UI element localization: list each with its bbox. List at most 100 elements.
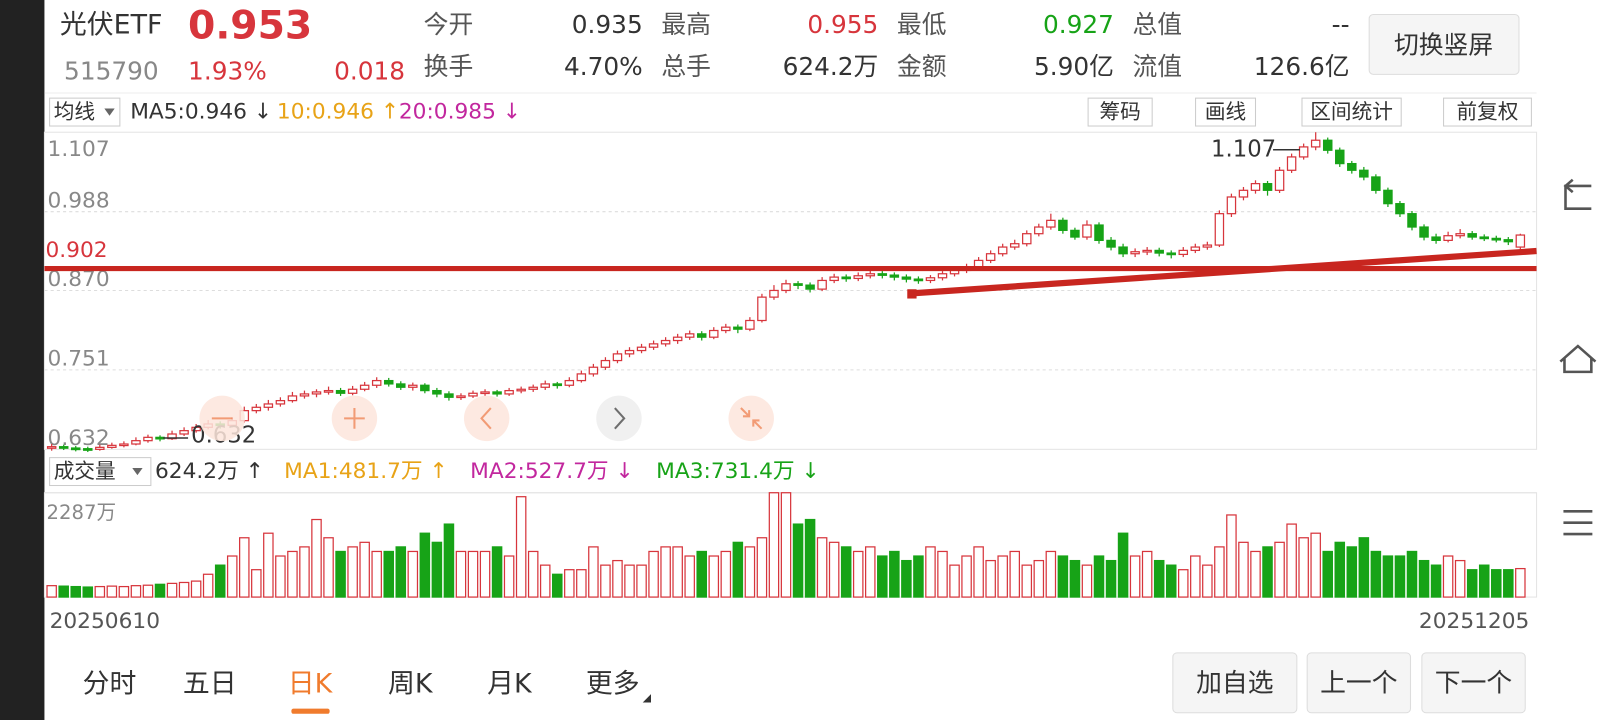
candle-body bbox=[793, 283, 803, 286]
volume-bar bbox=[46, 585, 57, 598]
candle-body bbox=[1310, 139, 1321, 148]
candle-body bbox=[1491, 237, 1502, 241]
volume-bar bbox=[925, 546, 936, 598]
tab[interactable]: 月K bbox=[487, 668, 533, 699]
volume-bar bbox=[1490, 569, 1502, 598]
candle-body bbox=[672, 336, 683, 342]
candle-body bbox=[1262, 183, 1273, 191]
stat-value: -- bbox=[1332, 10, 1350, 39]
action-button[interactable] bbox=[1172, 652, 1298, 714]
ma-select-label: 均线 bbox=[54, 100, 95, 124]
rotate-icon[interactable] bbox=[1563, 178, 1592, 210]
candle-body bbox=[660, 339, 671, 345]
tab[interactable]: 周K bbox=[388, 668, 434, 699]
volume-ma3: MA3:731.4万 ↓ bbox=[656, 459, 820, 484]
volume-bar bbox=[1430, 564, 1442, 598]
volume-bar bbox=[1394, 555, 1406, 598]
volume-bar bbox=[1515, 567, 1526, 598]
volume-bar bbox=[395, 546, 407, 598]
volume-bar bbox=[804, 518, 816, 598]
reset[interactable] bbox=[728, 395, 774, 442]
candle-body bbox=[492, 391, 502, 395]
candle-body bbox=[1335, 149, 1345, 165]
volume-bar bbox=[672, 546, 683, 598]
volume-bar bbox=[732, 541, 744, 598]
candle-body bbox=[877, 273, 888, 276]
action-button[interactable] bbox=[1306, 652, 1412, 714]
volume-bar bbox=[178, 581, 190, 598]
candle-body bbox=[1431, 236, 1441, 242]
stat-value: 0.955 bbox=[807, 10, 878, 39]
more-arrow bbox=[642, 694, 651, 703]
volume-bar bbox=[913, 555, 924, 598]
action-button[interactable] bbox=[1421, 652, 1526, 714]
prev[interactable] bbox=[463, 395, 510, 442]
tab[interactable]: 日K bbox=[288, 668, 334, 699]
tool-button[interactable] bbox=[1195, 97, 1257, 127]
volume-bar bbox=[768, 492, 780, 598]
candle-body bbox=[985, 253, 996, 262]
candle-body bbox=[1190, 246, 1201, 252]
volume-bar bbox=[214, 564, 226, 598]
tab[interactable]: 更多 bbox=[586, 668, 640, 699]
home-icon[interactable] bbox=[1559, 344, 1597, 374]
volume-bar bbox=[1358, 537, 1370, 598]
candle-body bbox=[311, 391, 322, 395]
y-tick-label: 0.988 bbox=[48, 188, 110, 213]
tab-underline bbox=[291, 708, 330, 714]
volume-bar bbox=[1165, 564, 1177, 598]
icon bbox=[480, 407, 492, 430]
volume-bar bbox=[985, 559, 996, 598]
candle-body bbox=[432, 389, 442, 395]
stat-label: 总值 bbox=[1133, 10, 1183, 39]
volume-bar bbox=[431, 541, 443, 598]
volume-bar bbox=[552, 573, 563, 598]
volume-bar bbox=[889, 550, 900, 598]
next[interactable] bbox=[596, 395, 642, 442]
candle-body bbox=[648, 343, 659, 348]
menu-icon[interactable] bbox=[1563, 510, 1593, 536]
candle-body bbox=[636, 346, 647, 352]
volume-bar bbox=[816, 537, 828, 598]
candle-body bbox=[1022, 233, 1032, 245]
candle-body bbox=[841, 276, 851, 280]
tool-button[interactable] bbox=[1301, 97, 1402, 127]
volume-bar bbox=[1334, 541, 1346, 598]
code: 515790 bbox=[64, 56, 159, 85]
action-label: 加自选 bbox=[1196, 668, 1273, 698]
tool-button-label: 画线 bbox=[1205, 100, 1246, 124]
volume-bar bbox=[1442, 555, 1454, 598]
volume-select[interactable] bbox=[49, 457, 152, 487]
tab[interactable]: 五日 bbox=[183, 668, 237, 699]
volume-bar bbox=[190, 580, 202, 598]
candle-body bbox=[383, 379, 394, 385]
tool-button[interactable] bbox=[1443, 97, 1532, 127]
volume-bar bbox=[1406, 550, 1418, 598]
volume-bar bbox=[1033, 559, 1045, 598]
volume-bar bbox=[1370, 550, 1382, 598]
volume-bar bbox=[106, 585, 118, 598]
candle-body bbox=[251, 406, 262, 412]
volume-bar bbox=[275, 555, 286, 598]
candle-body bbox=[131, 440, 141, 445]
candle-body bbox=[1214, 213, 1225, 246]
ma5: MA5:0.946 ↓ bbox=[130, 100, 272, 125]
candle-body bbox=[1515, 234, 1526, 248]
candle-body bbox=[504, 389, 514, 395]
volume-bar bbox=[949, 564, 960, 598]
volume-bar bbox=[335, 550, 346, 598]
rotate-button[interactable] bbox=[1368, 13, 1520, 75]
candle-body bbox=[540, 383, 550, 388]
candle-body bbox=[1226, 196, 1237, 215]
stat-label: 金额 bbox=[897, 52, 947, 81]
volume-current: 624.2万 ↑ bbox=[155, 459, 264, 484]
volume-bar bbox=[1418, 559, 1430, 598]
candle-body bbox=[1359, 169, 1369, 178]
candle-body bbox=[1142, 249, 1152, 253]
candle-body bbox=[1178, 249, 1189, 256]
tool-button[interactable] bbox=[1087, 97, 1153, 127]
candle-body bbox=[781, 283, 791, 292]
tab[interactable]: 分时 bbox=[83, 668, 137, 699]
volume-title: 成交量 bbox=[54, 459, 116, 483]
icon bbox=[344, 408, 365, 429]
